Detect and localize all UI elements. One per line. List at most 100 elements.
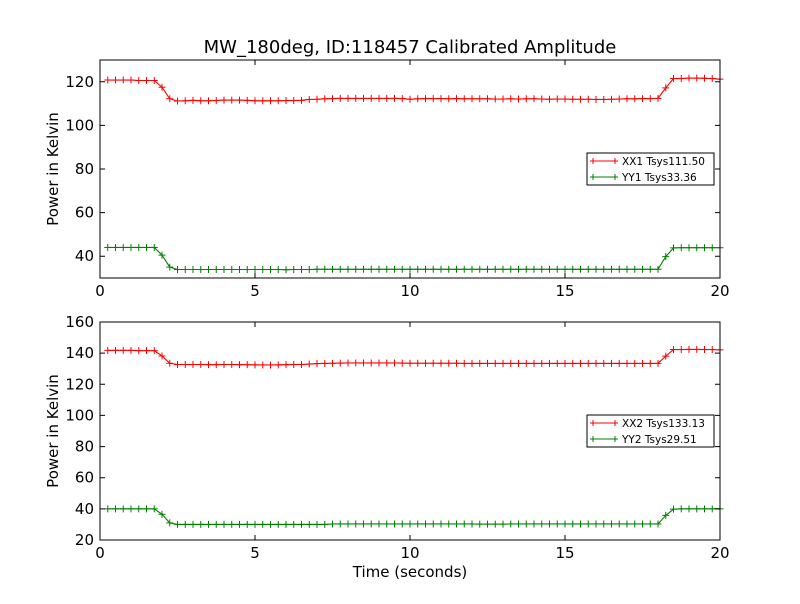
data-point-marker <box>577 359 584 367</box>
data-point-marker <box>693 244 701 252</box>
y-tick-label: 60 <box>75 469 94 487</box>
y-tick-label: 40 <box>75 247 94 265</box>
data-point-marker <box>174 520 181 528</box>
legend-label: XX2 Tsys133.13 <box>622 418 705 430</box>
legend-label: YY2 Tsys29.51 <box>621 434 697 446</box>
data-point-marker <box>391 359 398 367</box>
data-point-marker <box>298 96 305 104</box>
data-point-marker <box>453 520 460 528</box>
data-point-marker <box>189 520 197 528</box>
data-point-marker <box>305 360 313 368</box>
data-point-marker <box>491 359 499 367</box>
data-point-marker <box>329 95 336 103</box>
data-point-marker <box>476 520 484 528</box>
data-point-marker <box>654 94 662 102</box>
data-point-marker <box>282 97 290 105</box>
data-point-marker <box>453 359 460 367</box>
data-point-marker <box>677 244 685 252</box>
data-point-marker <box>584 95 592 103</box>
y-tick-label: 100 <box>65 116 94 134</box>
data-point-marker <box>197 265 205 273</box>
data-point-marker <box>600 520 608 528</box>
data-point-marker <box>491 265 499 273</box>
data-point-marker <box>406 95 414 103</box>
legend-label: YY1 Tsys33.36 <box>621 172 697 184</box>
x-tick-label: 10 <box>400 544 419 562</box>
data-point-marker <box>313 95 321 103</box>
data-point-marker <box>150 76 158 84</box>
data-point-marker <box>135 76 143 84</box>
data-point-marker <box>484 95 491 103</box>
data-point-marker <box>391 520 398 528</box>
data-point-marker <box>662 511 670 519</box>
data-point-marker <box>158 352 166 360</box>
data-point-marker <box>282 361 290 369</box>
data-point-marker <box>282 520 290 528</box>
x-tick-label: 0 <box>95 282 105 300</box>
data-point-marker <box>274 520 282 528</box>
data-point-marker <box>592 359 600 367</box>
data-point-marker <box>693 74 701 82</box>
data-point-marker <box>460 265 468 273</box>
x-tick-label: 15 <box>555 544 574 562</box>
data-point-marker <box>677 346 685 354</box>
data-point-marker <box>329 520 336 528</box>
data-point-marker <box>615 95 623 103</box>
data-point-marker <box>608 520 615 528</box>
data-point-marker <box>685 244 693 252</box>
legend-marker <box>590 420 618 426</box>
data-point-marker <box>522 95 530 103</box>
x-tick-label: 15 <box>555 282 574 300</box>
data-point-marker <box>515 359 522 367</box>
data-point-marker <box>546 265 553 273</box>
data-point-marker <box>569 359 577 367</box>
data-point-marker <box>406 359 414 367</box>
data-point-marker <box>701 244 708 252</box>
data-point-marker <box>375 359 383 367</box>
data-point-marker <box>228 520 236 528</box>
data-point-marker <box>212 97 220 105</box>
data-point-marker <box>305 95 313 103</box>
data-point-marker <box>530 359 538 367</box>
data-point-marker <box>166 263 174 271</box>
data-point-marker <box>205 520 212 528</box>
y-tick-label: 140 <box>65 344 94 362</box>
data-point-marker <box>119 76 127 84</box>
data-point-marker <box>546 359 553 367</box>
data-point-marker <box>546 95 553 103</box>
data-point-marker <box>305 265 313 273</box>
data-point-marker <box>484 520 491 528</box>
data-point-marker <box>468 359 476 367</box>
data-point-marker <box>383 94 391 102</box>
data-point-marker <box>491 95 499 103</box>
data-point-marker <box>662 253 670 261</box>
data-point-marker <box>267 520 274 528</box>
data-point-marker <box>127 76 135 84</box>
data-point-marker <box>189 361 197 369</box>
data-point-marker <box>646 95 654 103</box>
data-point-marker <box>646 265 654 273</box>
data-point-marker <box>313 265 321 273</box>
data-point-marker <box>267 361 274 369</box>
data-point-marker <box>267 97 274 105</box>
data-point-marker <box>189 96 197 104</box>
data-point-marker <box>538 265 546 273</box>
data-point-marker <box>685 345 693 353</box>
data-point-marker <box>127 346 135 354</box>
data-point-marker <box>367 359 375 367</box>
data-point-marker <box>298 361 305 369</box>
data-point-marker <box>429 359 437 367</box>
data-point-marker <box>670 75 677 83</box>
data-point-marker <box>197 97 205 105</box>
legend: XX1 Tsys111.50 YY1 Tsys33.36 <box>586 152 715 186</box>
data-point-marker <box>499 359 507 367</box>
data-point-marker <box>243 265 251 273</box>
data-point-marker <box>398 520 406 528</box>
data-point-marker <box>584 359 592 367</box>
data-point-marker <box>135 347 143 355</box>
data-point-marker <box>127 243 135 251</box>
y-tick-label: 60 <box>75 204 94 222</box>
data-point-marker <box>693 345 701 353</box>
data-point-marker <box>515 265 522 273</box>
